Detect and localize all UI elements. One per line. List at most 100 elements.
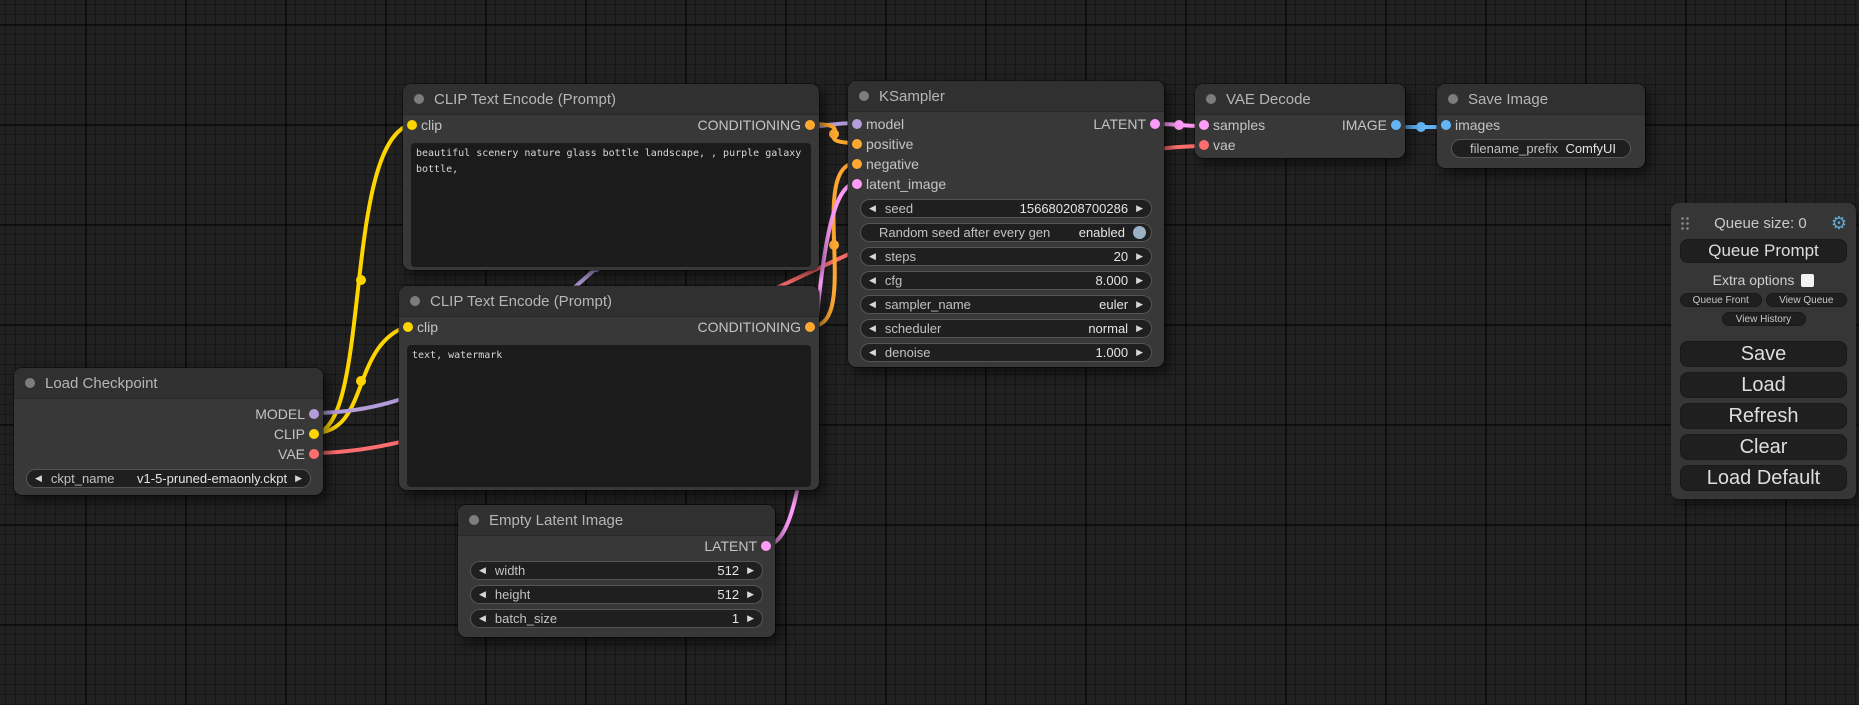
increment-arrow-icon[interactable]: ▶: [747, 589, 754, 599]
node-titlebar[interactable]: Save Image: [1437, 84, 1645, 115]
node-empty-latent-image[interactable]: Empty Latent Image LATENT ◀ width 512 ▶ …: [458, 505, 775, 637]
decrement-arrow-icon[interactable]: ◀: [479, 589, 486, 599]
decrement-arrow-icon[interactable]: ◀: [869, 347, 876, 357]
decrement-arrow-icon[interactable]: ◀: [869, 323, 876, 333]
increment-arrow-icon[interactable]: ▶: [1136, 323, 1143, 333]
wire-clip-to-prompt1[interactable]: [312, 122, 414, 435]
node-titlebar[interactable]: Load Checkpoint: [14, 368, 323, 399]
node-titlebar[interactable]: KSampler: [848, 81, 1164, 112]
widget-cfg[interactable]: ◀ cfg 8.000 ▶: [860, 271, 1152, 290]
refresh-button[interactable]: Refresh: [1680, 403, 1847, 429]
output-slot-clip[interactable]: [309, 429, 319, 439]
input-slot-model[interactable]: [852, 119, 862, 129]
input-slot-negative[interactable]: [852, 159, 862, 169]
node-titlebar[interactable]: VAE Decode: [1195, 84, 1405, 115]
view-history-button[interactable]: View History: [1721, 312, 1806, 326]
increment-arrow-icon[interactable]: ▶: [1136, 299, 1143, 309]
settings-gear-icon[interactable]: ⚙: [1830, 213, 1847, 233]
prompt-textarea[interactable]: text, watermark: [407, 345, 811, 487]
clear-button[interactable]: Clear: [1680, 434, 1847, 460]
output-slot-conditioning[interactable]: [805, 120, 815, 130]
output-slot-latent[interactable]: [761, 541, 771, 551]
widget-sampler-name[interactable]: ◀ sampler_name euler ▶: [860, 295, 1152, 314]
widget-random-seed-toggle[interactable]: Random seed after every gen enabled: [860, 223, 1152, 242]
collapse-dot[interactable]: [410, 296, 420, 306]
widget-value: v1-5-pruned-emaonly.ckpt: [137, 471, 288, 486]
decrement-arrow-icon[interactable]: ◀: [869, 275, 876, 285]
widget-width[interactable]: ◀ width 512 ▶: [470, 561, 763, 580]
node-titlebar[interactable]: Empty Latent Image: [458, 505, 775, 536]
node-clip-text-encode-positive[interactable]: CLIP Text Encode (Prompt) clip CONDITION…: [403, 84, 819, 270]
decrement-arrow-icon[interactable]: ◀: [869, 251, 876, 261]
input-slot-vae[interactable]: [1199, 140, 1209, 150]
decrement-arrow-icon[interactable]: ◀: [35, 473, 42, 483]
decrement-arrow-icon[interactable]: ◀: [479, 613, 486, 623]
wire-midpoint-dot[interactable]: [1174, 120, 1184, 130]
node-clip-text-encode-negative[interactable]: CLIP Text Encode (Prompt) clip CONDITION…: [399, 286, 819, 490]
node-titlebar[interactable]: CLIP Text Encode (Prompt): [399, 286, 819, 317]
input-slot-clip[interactable]: [407, 120, 417, 130]
increment-arrow-icon[interactable]: ▶: [747, 613, 754, 623]
save-button[interactable]: Save: [1680, 341, 1847, 367]
widget-ckpt-name[interactable]: ◀ ckpt_name v1-5-pruned-emaonly.ckpt ▶: [26, 469, 311, 488]
node-save-image[interactable]: Save Image images filename_prefix ComfyU…: [1437, 84, 1645, 168]
output-slot-vae[interactable]: [309, 449, 319, 459]
node-load-checkpoint[interactable]: Load Checkpoint MODEL CLIP VAE ◀ ckpt_na…: [14, 368, 323, 495]
output-slot-latent[interactable]: [1150, 119, 1160, 129]
queue-prompt-button[interactable]: Queue Prompt: [1680, 239, 1847, 263]
widget-value: 512: [717, 563, 740, 578]
load-button[interactable]: Load: [1680, 372, 1847, 398]
prompt-textarea[interactable]: beautiful scenery nature glass bottle la…: [411, 143, 811, 267]
wire-clip-to-prompt2[interactable]: [312, 324, 410, 435]
view-queue-button[interactable]: View Queue: [1765, 293, 1847, 307]
collapse-dot[interactable]: [1206, 94, 1216, 104]
widget-label: Random seed after every gen: [879, 225, 1051, 240]
increment-arrow-icon[interactable]: ▶: [1136, 275, 1143, 285]
wire-midpoint-dot[interactable]: [356, 376, 366, 386]
widget-height[interactable]: ◀ height 512 ▶: [470, 585, 763, 604]
decrement-arrow-icon[interactable]: ◀: [479, 565, 486, 575]
output-slot-conditioning[interactable]: [805, 322, 815, 332]
queue-front-button[interactable]: Queue Front: [1680, 293, 1762, 307]
input-slot-positive[interactable]: [852, 139, 862, 149]
widget-filename-prefix[interactable]: filename_prefix ComfyUI: [1451, 139, 1631, 158]
decrement-arrow-icon[interactable]: ◀: [869, 299, 876, 309]
drag-handle-icon[interactable]: [1680, 215, 1690, 231]
widget-scheduler[interactable]: ◀ scheduler normal ▶: [860, 319, 1152, 338]
input-slot-clip[interactable]: [403, 322, 413, 332]
increment-arrow-icon[interactable]: ▶: [1136, 347, 1143, 357]
node-titlebar[interactable]: CLIP Text Encode (Prompt): [403, 84, 819, 115]
widget-denoise[interactable]: ◀ denoise 1.000 ▶: [860, 343, 1152, 362]
collapse-dot[interactable]: [859, 91, 869, 101]
collapse-dot[interactable]: [414, 94, 424, 104]
wire-midpoint-dot[interactable]: [356, 275, 366, 285]
node-vae-decode[interactable]: VAE Decode samples IMAGE vae: [1195, 84, 1405, 158]
node-ksampler[interactable]: KSampler model LATENT positive negative …: [848, 81, 1164, 367]
load-default-button[interactable]: Load Default: [1680, 465, 1847, 491]
wire-midpoint-dot[interactable]: [1416, 122, 1426, 132]
input-slot-latent-image[interactable]: [852, 179, 862, 189]
node-title: Empty Latent Image: [489, 511, 624, 529]
collapse-dot[interactable]: [469, 515, 479, 525]
widget-label: height: [494, 587, 531, 602]
widget-seed[interactable]: ◀ seed 156680208700286 ▶: [860, 199, 1152, 218]
decrement-arrow-icon[interactable]: ◀: [869, 203, 876, 213]
output-slot-image[interactable]: [1391, 120, 1401, 130]
increment-arrow-icon[interactable]: ▶: [747, 565, 754, 575]
increment-arrow-icon[interactable]: ▶: [1136, 251, 1143, 261]
widget-steps[interactable]: ◀ steps 20 ▶: [860, 247, 1152, 266]
extra-options-checkbox[interactable]: [1801, 273, 1815, 287]
wire-midpoint-dot[interactable]: [829, 240, 839, 250]
output-label: VAE: [278, 446, 305, 462]
wire-midpoint-dot[interactable]: [829, 129, 839, 139]
collapse-dot[interactable]: [1448, 94, 1458, 104]
output-slot-model[interactable]: [309, 409, 319, 419]
input-slot-images[interactable]: [1441, 120, 1451, 130]
collapse-dot[interactable]: [25, 378, 35, 388]
increment-arrow-icon[interactable]: ▶: [295, 473, 302, 483]
toggle-knob[interactable]: [1133, 226, 1146, 239]
widget-batch-size[interactable]: ◀ batch_size 1 ▶: [470, 609, 763, 628]
increment-arrow-icon[interactable]: ▶: [1136, 203, 1143, 213]
input-slot-samples[interactable]: [1199, 120, 1209, 130]
